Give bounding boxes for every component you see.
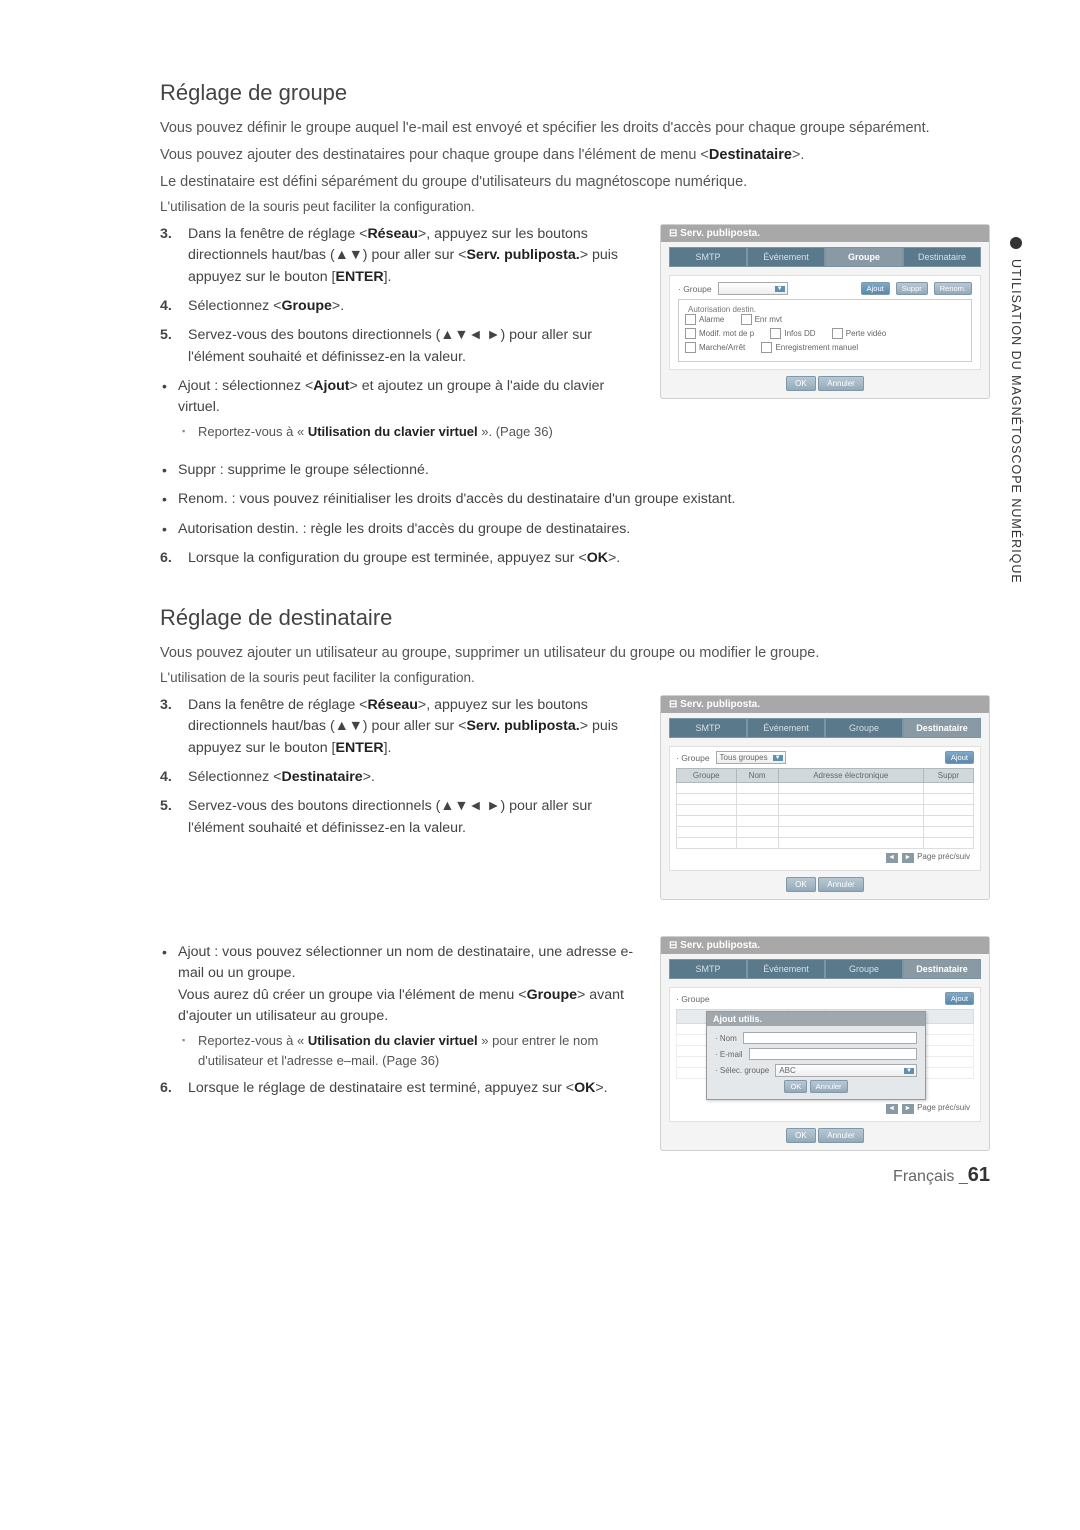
s2-bullet-ajout: Ajout : vous pouvez sélectionner un nom … bbox=[160, 942, 636, 1070]
step-3: 3.Dans la fenêtre de réglage <Réseau>, a… bbox=[160, 224, 636, 288]
chk-infos[interactable]: Infos DD bbox=[770, 328, 815, 339]
add-user-dialog: Ajout utilis. · Nom · E-mail · Sélec. gr… bbox=[706, 1011, 926, 1100]
btn-ok[interactable]: OK bbox=[786, 376, 816, 391]
s2-step-6: 6.Lorsque le réglage de destinataire est… bbox=[160, 1078, 636, 1099]
s2-step-4: 4.Sélectionnez <Destinataire>. bbox=[160, 767, 636, 788]
scr2-btn-ajout[interactable]: Ajout bbox=[945, 751, 974, 764]
tab-smtp[interactable]: SMTP bbox=[669, 247, 747, 267]
scr-title: Serv. publiposta. bbox=[661, 225, 989, 242]
btn-ajout[interactable]: Ajout bbox=[861, 282, 890, 295]
section1-intro1: Vous pouvez définir le groupe auquel l'e… bbox=[160, 118, 990, 139]
side-tab-dot bbox=[1010, 237, 1022, 249]
section1-intro2: Vous pouvez ajouter des destinataires po… bbox=[160, 145, 990, 166]
chk-enreg[interactable]: Enregistrement manuel bbox=[761, 342, 858, 353]
s2-step-5: 5.Servez-vous des boutons directionnels … bbox=[160, 796, 636, 839]
dlg-email-label: · E-mail bbox=[715, 1050, 743, 1059]
section1-intro3: Le destinataire est défini séparément du… bbox=[160, 172, 990, 193]
section1-mouse: L'utilisation de la souris peut facilite… bbox=[160, 199, 990, 214]
scr3-tab-smtp[interactable]: SMTP bbox=[669, 959, 747, 979]
chk-alarme[interactable]: Alarme bbox=[685, 314, 724, 325]
dlg-btn-ok[interactable]: OK bbox=[784, 1080, 807, 1093]
th-groupe: Groupe bbox=[677, 769, 737, 783]
btn-renom[interactable]: Renom. bbox=[934, 282, 972, 295]
scr2-btn-ok[interactable]: OK bbox=[786, 877, 816, 892]
pager: ◄ ► Page préc/suiv bbox=[676, 849, 974, 866]
side-tab-text: UTILISATION DU MAGNÉTOSCOPE NUMÉRIQUE bbox=[1009, 259, 1023, 584]
side-tab: UTILISATION DU MAGNÉTOSCOPE NUMÉRIQUE bbox=[1002, 225, 1030, 675]
page-number: Français _61 bbox=[893, 1164, 990, 1187]
dlg-title: Ajout utilis. bbox=[707, 1012, 925, 1026]
chk-perte[interactable]: Perte vidéo bbox=[832, 328, 886, 339]
bullet-suppr: Suppr : supprime le groupe sélectionné. bbox=[160, 460, 990, 481]
scr3-pg-next[interactable]: ► bbox=[902, 1104, 914, 1114]
chk-marche[interactable]: Marche/Arrêt bbox=[685, 342, 745, 353]
pg-prev[interactable]: ◄ bbox=[886, 853, 898, 863]
th-email: Adresse électronique bbox=[778, 769, 923, 783]
scr2-tab-group[interactable]: Groupe bbox=[825, 718, 903, 738]
scr3-btn-annuler[interactable]: Annuler bbox=[818, 1128, 864, 1143]
scr2-tab-event[interactable]: Événement bbox=[747, 718, 825, 738]
scr2-tab-smtp[interactable]: SMTP bbox=[669, 718, 747, 738]
dlg-nom-input[interactable] bbox=[743, 1032, 917, 1044]
scr3-pg-prev[interactable]: ◄ bbox=[886, 1104, 898, 1114]
pg-next[interactable]: ► bbox=[902, 853, 914, 863]
scr3-pager: ◄ ► Page préc/suiv bbox=[676, 1100, 974, 1117]
th-suppr: Suppr bbox=[923, 769, 973, 783]
scr3-btn-ok[interactable]: OK bbox=[786, 1128, 816, 1143]
section2-heading: Réglage de destinataire bbox=[160, 605, 990, 631]
screenshot-dest: Serv. publiposta. SMTP Événement Groupe … bbox=[660, 695, 990, 900]
th-nom: Nom bbox=[736, 769, 778, 783]
scr3-tab-dest[interactable]: Destinataire bbox=[903, 959, 981, 979]
screenshot-group: Serv. publiposta. SMTP Événement Groupe … bbox=[660, 224, 990, 399]
scr3-groupe-label: · Groupe bbox=[676, 994, 710, 1004]
scr2-tab-dest[interactable]: Destinataire bbox=[903, 718, 981, 738]
auth-title: Autorisation destin. bbox=[685, 305, 759, 314]
section1-heading: Réglage de groupe bbox=[160, 80, 990, 106]
screenshot-dest-dialog: Serv. publiposta. SMTP Événement Groupe … bbox=[660, 936, 990, 1151]
dlg-grp-dropdown[interactable]: ABC bbox=[775, 1064, 917, 1077]
bullet-auth: Autorisation destin. : règle les droits … bbox=[160, 519, 990, 540]
section2-intro: Vous pouvez ajouter un utilisateur au gr… bbox=[160, 643, 990, 664]
scr3-btn-ajout[interactable]: Ajout bbox=[945, 992, 974, 1005]
section2-mouse: L'utilisation de la souris peut facilite… bbox=[160, 670, 990, 685]
groupe-dropdown[interactable] bbox=[718, 282, 788, 295]
dlg-btn-annuler[interactable]: Annuler bbox=[810, 1080, 848, 1093]
step-6: 6.Lorsque la configuration du groupe est… bbox=[160, 548, 990, 569]
tab-group[interactable]: Groupe bbox=[825, 247, 903, 267]
scr2-title: Serv. publiposta. bbox=[661, 696, 989, 713]
groupe-label: · Groupe bbox=[678, 284, 712, 294]
scr3-title: Serv. publiposta. bbox=[661, 937, 989, 954]
dlg-nom-label: · Nom bbox=[715, 1034, 737, 1043]
s2-step-3: 3.Dans la fenêtre de réglage <Réseau>, a… bbox=[160, 695, 636, 759]
step-5: 5.Servez-vous des boutons directionnels … bbox=[160, 325, 636, 368]
scr2-dropdown[interactable]: Tous groupes bbox=[716, 751, 786, 764]
s2-subnote-kb: Reportez-vous à « Utilisation du clavier… bbox=[178, 1031, 636, 1070]
step-4: 4.Sélectionnez <Groupe>. bbox=[160, 296, 636, 317]
dest-table: Groupe Nom Adresse électronique Suppr bbox=[676, 768, 974, 849]
tab-event[interactable]: Événement bbox=[747, 247, 825, 267]
scr2-groupe-label: · Groupe bbox=[676, 753, 710, 763]
dlg-grp-label: · Sélec. groupe bbox=[715, 1066, 769, 1075]
chk-modif[interactable]: Modif. mot de p bbox=[685, 328, 754, 339]
btn-annuler[interactable]: Annuler bbox=[818, 376, 864, 391]
dlg-email-input[interactable] bbox=[749, 1048, 917, 1060]
btn-suppr[interactable]: Suppr bbox=[896, 282, 928, 295]
scr2-btn-annuler[interactable]: Annuler bbox=[818, 877, 864, 892]
tabs: SMTP Événement Groupe Destinataire bbox=[669, 247, 981, 267]
bullet-ajout: Ajout : sélectionnez <Ajout> et ajoutez … bbox=[160, 376, 636, 442]
bullet-renom: Renom. : vous pouvez réinitialiser les d… bbox=[160, 489, 990, 510]
chk-enrmvt[interactable]: Enr mvt bbox=[741, 314, 783, 325]
scr3-tab-event[interactable]: Événement bbox=[747, 959, 825, 979]
subnote-kb: Reportez-vous à « Utilisation du clavier… bbox=[178, 422, 636, 442]
tab-dest[interactable]: Destinataire bbox=[903, 247, 981, 267]
scr3-tab-group[interactable]: Groupe bbox=[825, 959, 903, 979]
